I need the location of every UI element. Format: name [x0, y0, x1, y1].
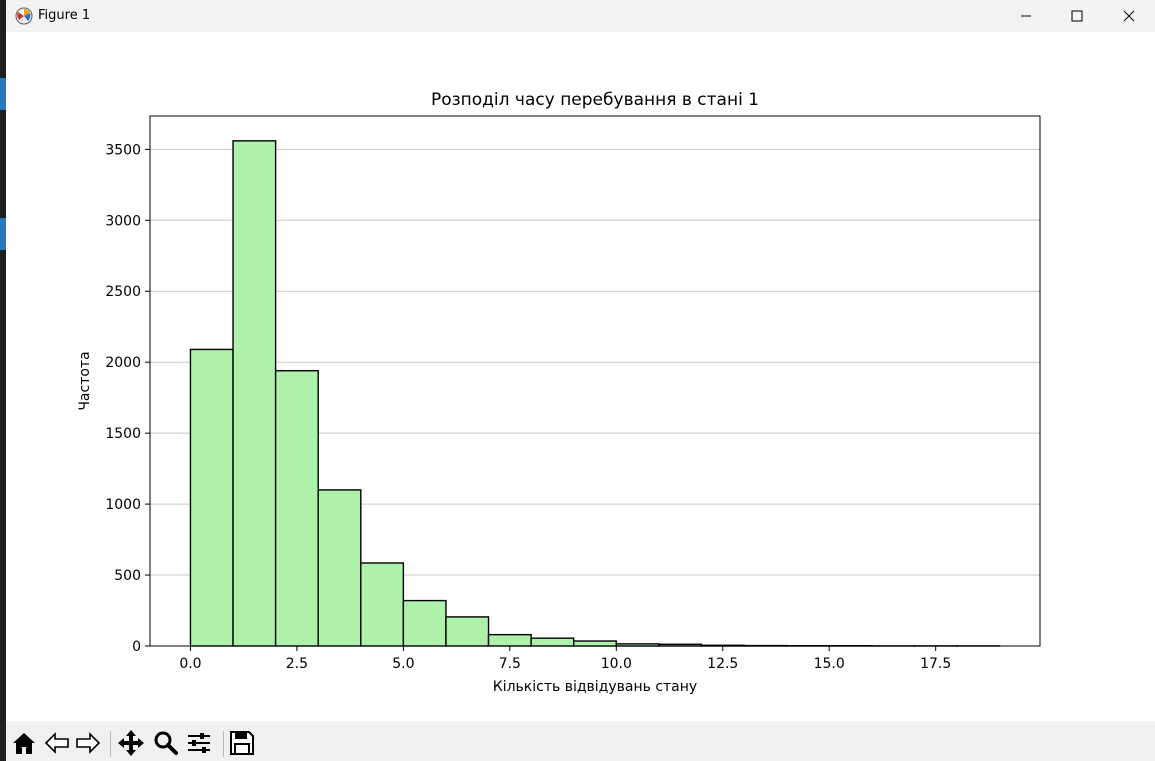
- y-tick-label: 3000: [105, 213, 141, 229]
- histogram-chart: 0.0 2.5 5.0 7.5 10.0 12.5 15.0 17.5 0 500 1000 150…: [77, 90, 1041, 695]
- y-tick-label: 1000: [105, 497, 141, 513]
- y-tick-label: 500: [114, 568, 141, 584]
- home-button[interactable]: [10, 729, 38, 757]
- navigation-toolbar: [6, 721, 1155, 761]
- title-bar: Figure 1: [6, 0, 1155, 32]
- move-icon: [118, 730, 144, 756]
- x-tick-label: 7.5: [499, 656, 521, 672]
- sliders-icon: [188, 733, 210, 753]
- zoom-button[interactable]: [152, 729, 180, 757]
- configure-subplots-button[interactable]: [185, 729, 213, 757]
- histogram-bar: [487, 633, 532, 647]
- x-tick-label: 17.5: [920, 656, 951, 672]
- histogram-bar: [274, 370, 319, 647]
- histogram-bars: [189, 140, 1001, 647]
- forward-button[interactable]: [74, 729, 102, 757]
- histogram-bar: [402, 599, 447, 647]
- y-tick-label: 0: [132, 639, 141, 655]
- save-button[interactable]: [228, 729, 256, 757]
- y-tick-label: 3500: [105, 142, 141, 158]
- back-button[interactable]: [43, 729, 71, 757]
- floppy-disk-icon: [230, 731, 254, 755]
- x-tick-label: 2.5: [286, 656, 308, 672]
- x-axis-label: Кількість відвідувань стану: [493, 679, 697, 695]
- forward-arrow-icon: [76, 732, 101, 754]
- toolbar-separator: [110, 731, 111, 757]
- x-tick-label: 12.5: [707, 656, 738, 672]
- window-title: Figure 1: [38, 8, 91, 23]
- axes-frame: [149, 115, 1041, 647]
- back-arrow-icon: [44, 732, 69, 754]
- magnifier-icon: [154, 731, 178, 755]
- matplotlib-figure-icon: [15, 7, 33, 25]
- y-tick-label: 2000: [105, 355, 141, 371]
- maximize-icon: [1071, 10, 1083, 22]
- histogram-bar: [530, 637, 575, 647]
- chart-title: Розподіл часу перебування в стані 1: [431, 90, 759, 110]
- maximize-button[interactable]: [1052, 0, 1102, 32]
- home-icon: [13, 733, 35, 754]
- background-window-strip: [0, 0, 6, 761]
- figure-canvas[interactable]: 0.0 2.5 5.0 7.5 10.0 12.5 15.0 17.5 0 500 1000 150…: [6, 32, 1155, 721]
- histogram-bar: [360, 562, 405, 647]
- histogram-bar: [232, 140, 277, 647]
- close-icon: [1123, 10, 1135, 22]
- x-tick-label: 10.0: [601, 656, 632, 672]
- y-tick-label: 2500: [105, 284, 141, 300]
- y-axis-label: Частота: [77, 351, 93, 410]
- minimize-button[interactable]: [1001, 0, 1051, 32]
- grid-lines: [150, 148, 1040, 576]
- y-tick-label: 1500: [105, 426, 141, 442]
- y-axis-ticks: 0 500 1000 1500 2000 2500 3000 3500: [105, 142, 150, 655]
- minimize-icon: [1021, 15, 1031, 17]
- toolbar-separator: [223, 731, 224, 757]
- histogram-bar: [317, 489, 362, 647]
- x-axis-ticks: 0.0 2.5 5.0 7.5 10.0 12.5 15.0 17.5: [179, 646, 951, 672]
- x-tick-label: 5.0: [392, 656, 414, 672]
- figure-window: Figure 1 0.0 2.5 5.0 7.5 10.0 12.5 15.0 17.5 0 5…: [6, 0, 1155, 761]
- histogram-bar: [445, 616, 490, 647]
- histogram-bar: [573, 640, 617, 647]
- x-tick-label: 0.0: [179, 656, 201, 672]
- histogram-bar: [189, 348, 234, 647]
- x-tick-label: 15.0: [814, 656, 845, 672]
- close-button[interactable]: [1104, 0, 1154, 32]
- pan-button[interactable]: [117, 729, 145, 757]
